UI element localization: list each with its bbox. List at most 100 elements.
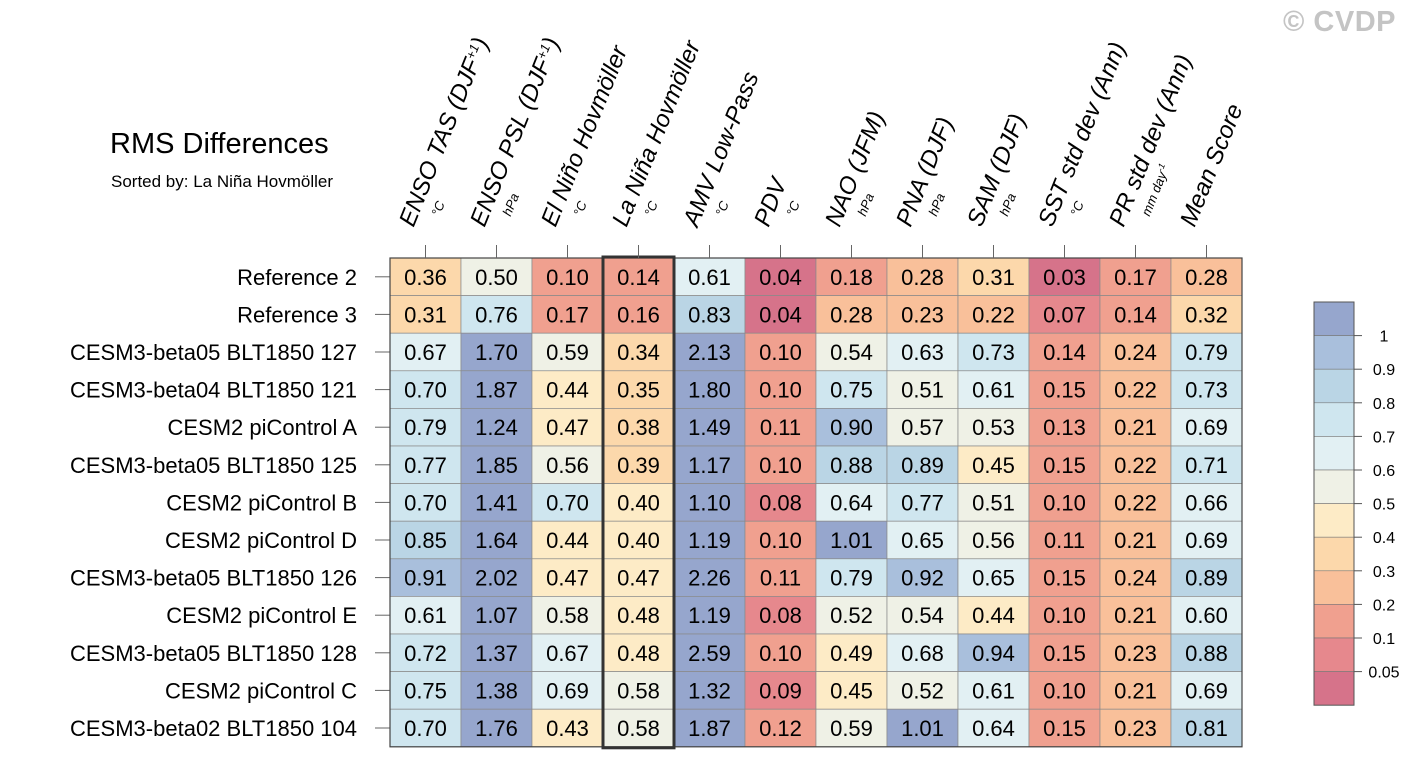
heatmap-cell (815, 520, 888, 560)
cell-value-label: 0.22 (972, 302, 1015, 327)
cell-value-label: 0.11 (1044, 528, 1085, 553)
grid-border (389, 257, 1243, 748)
heatmap-cell (460, 295, 533, 334)
cell-value-label: 0.24 (1114, 340, 1157, 365)
cell-value-label: 0.15 (1043, 566, 1086, 591)
cell-value-label: 0.70 (404, 490, 447, 515)
cell-value-label: 0.65 (972, 566, 1015, 591)
heatmap-cell (957, 295, 1030, 334)
heatmap-cell (886, 708, 959, 748)
cell-value-label: 0.21 (1114, 603, 1157, 628)
heatmap-cell (744, 408, 817, 447)
heatmap-cell (460, 370, 533, 409)
cell-value-label: 0.10 (1043, 490, 1086, 515)
heatmap-cell (1170, 445, 1243, 484)
cell-value-label: 0.15 (1043, 641, 1086, 666)
heatmap-cell (957, 596, 1030, 635)
cell-value-label: 0.17 (546, 302, 589, 327)
cell-value-label: 1.17 (688, 453, 731, 478)
heatmap-cell (1099, 708, 1172, 748)
cell-value-label: 1.19 (688, 528, 731, 553)
cell-value-label: 0.15 (1043, 378, 1086, 403)
cell-value-label: 0.90 (830, 415, 873, 440)
heatmap-cell (531, 671, 604, 710)
cell-value-label: 0.59 (546, 340, 589, 365)
heatmap-cell (1170, 708, 1243, 748)
cell-value-label: 0.72 (404, 641, 447, 666)
cell-value-label: 0.76 (475, 302, 518, 327)
heatmap-cell (1028, 520, 1101, 560)
cell-value-label: 0.94 (972, 641, 1015, 666)
heatmap-cell (460, 671, 533, 710)
cell-value-label: 0.04 (759, 302, 802, 327)
heatmap-cell (1099, 633, 1172, 672)
cell-value-label: 0.34 (617, 340, 660, 365)
cell-value-label: 0.14 (1043, 340, 1086, 365)
cell-value-label: 0.69 (1185, 678, 1228, 703)
cell-value-label: 1.85 (475, 453, 518, 478)
cell-value-label: 0.88 (1185, 641, 1228, 666)
cell-value-label: 0.22 (1114, 378, 1157, 403)
cell-value-label: 0.10 (759, 641, 802, 666)
heatmap-cell (744, 558, 817, 597)
column-unit: °C (783, 198, 803, 218)
colorbar-segment (1313, 604, 1355, 639)
cell-value-label: 0.40 (617, 528, 660, 553)
colorbar-segment (1313, 335, 1355, 370)
cell-value-label: 0.35 (617, 378, 660, 403)
column-header: Mean Score (1175, 100, 1249, 230)
cell-value-label: 0.66 (1185, 490, 1228, 515)
heatmap-cell (1028, 332, 1101, 372)
cell-value-label: 0.73 (1185, 378, 1228, 403)
column-unit: °C (641, 198, 661, 218)
heatmap-cell (602, 596, 675, 635)
cell-value-label: 0.70 (404, 378, 447, 403)
heatmap-cell (531, 332, 604, 372)
cell-value-label: 1.32 (688, 678, 731, 703)
cell-value-label: 0.51 (901, 378, 944, 403)
heatmap-cell (886, 483, 959, 522)
heatmap-cell (673, 445, 746, 484)
cell-value-label: 0.51 (972, 490, 1015, 515)
heatmap-cell (531, 596, 604, 635)
cell-value-label: 1.76 (475, 716, 518, 741)
heatmap-cell (460, 332, 533, 372)
cell-value-label: 0.23 (1114, 641, 1157, 666)
cell-value-label: 0.28 (1185, 265, 1228, 290)
row-label: CESM3-beta02 BLT1850 104 (70, 716, 357, 741)
cell-value-label: 0.36 (404, 265, 447, 290)
cell-value-label: 0.03 (1043, 265, 1086, 290)
cell-value-label: 0.57 (901, 415, 944, 440)
cell-value-label: 0.21 (1114, 678, 1157, 703)
cell-value-label: 0.79 (404, 415, 447, 440)
cell-value-label: 0.48 (617, 603, 660, 628)
heatmap-cell (815, 596, 888, 635)
colorbar-level-label: 0.9 (1373, 362, 1395, 379)
row-label: CESM3-beta04 BLT1850 121 (70, 378, 357, 403)
heatmap-cell (460, 520, 533, 560)
heatmap-cell (957, 408, 1030, 447)
column-unit: °C (712, 198, 732, 218)
heatmap-cell (531, 295, 604, 334)
cell-value-label: 1.01 (901, 716, 944, 741)
heatmap-cell (815, 332, 888, 372)
heatmap-cell (460, 558, 533, 597)
heatmap-cell (389, 445, 462, 484)
cell-value-label: 0.28 (901, 265, 944, 290)
heatmap-cell (744, 596, 817, 635)
cell-value-label: 0.11 (760, 415, 801, 440)
heatmap-cell (531, 483, 604, 522)
heatmap-cell (602, 332, 675, 372)
heatmap-cell (1170, 408, 1243, 447)
heatmap-cell (460, 708, 533, 748)
colorbar-level-label: 0.1 (1373, 631, 1395, 648)
cell-value-label: 0.91 (404, 566, 447, 591)
cell-value-label: 0.58 (617, 716, 660, 741)
heatmap-cell (1170, 332, 1243, 372)
heatmap-cell (957, 558, 1030, 597)
colorbar-segment (1313, 503, 1355, 538)
cell-value-label: 0.17 (1114, 265, 1157, 290)
cell-value-label: 0.64 (830, 490, 873, 515)
cell-value-label: 0.69 (1185, 415, 1228, 440)
